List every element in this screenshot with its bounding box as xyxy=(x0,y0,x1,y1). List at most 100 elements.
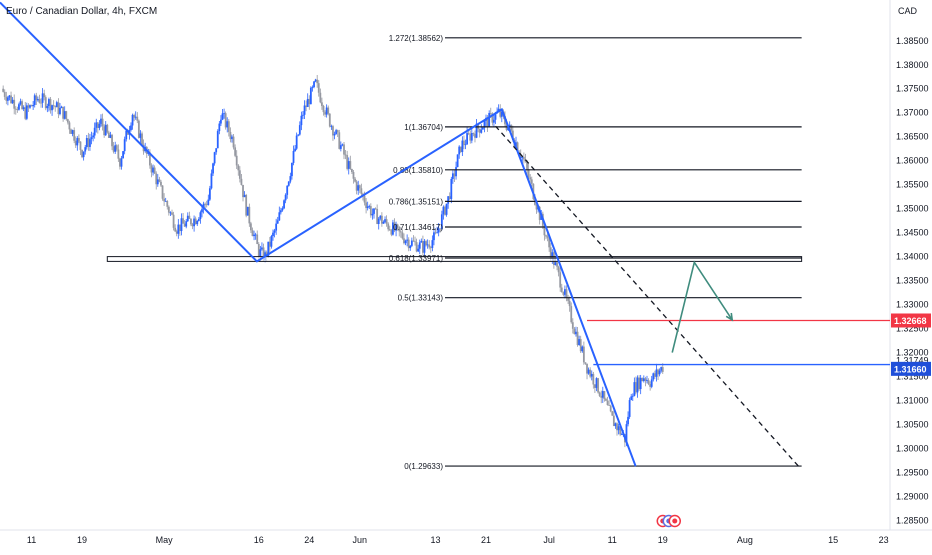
x-tick-label: 13 xyxy=(431,535,441,545)
candle-body xyxy=(448,196,451,199)
candle-body xyxy=(65,111,68,120)
candle-body xyxy=(253,234,255,237)
fib-level-label: 1(1.36704) xyxy=(404,123,443,132)
candle-body xyxy=(480,129,483,133)
candle-body xyxy=(314,79,317,82)
candle-body xyxy=(638,377,640,390)
candle-body xyxy=(352,172,355,179)
candle-body xyxy=(100,118,102,124)
candle-body xyxy=(393,222,396,231)
candle-body xyxy=(279,210,282,213)
candle-body xyxy=(54,106,57,108)
candle-body xyxy=(586,363,588,374)
candle-body xyxy=(406,239,409,241)
candle-body xyxy=(134,116,137,118)
candle-body xyxy=(511,130,514,141)
candle-body xyxy=(360,188,363,194)
candle-body xyxy=(343,144,345,155)
candle-body xyxy=(90,137,93,140)
candle-body xyxy=(73,130,76,141)
candle-body xyxy=(336,130,339,133)
y-tick-label: 1.38000 xyxy=(896,60,929,70)
candle-body xyxy=(641,377,644,382)
candle-body xyxy=(136,116,139,121)
candle-body xyxy=(41,93,44,103)
candle-body xyxy=(313,81,315,88)
candle-body xyxy=(347,161,350,169)
y-tick-label: 1.31000 xyxy=(896,395,929,405)
candle-body xyxy=(78,138,80,142)
candle-body xyxy=(627,416,629,425)
candle-body xyxy=(156,179,159,185)
candle-body xyxy=(137,120,140,138)
candle-body xyxy=(407,239,410,249)
candle-body xyxy=(560,287,563,293)
candle-body xyxy=(286,185,289,195)
candle-body xyxy=(477,123,480,129)
candle-body xyxy=(387,223,390,230)
candle-body xyxy=(183,223,186,227)
projection-path xyxy=(671,260,733,353)
candle-body xyxy=(46,106,49,109)
candle-body xyxy=(650,379,653,387)
candle-body xyxy=(453,173,456,177)
candle-body xyxy=(182,218,184,224)
candle-body xyxy=(444,206,446,215)
candle-body xyxy=(527,169,530,178)
currency-label: CAD xyxy=(898,6,918,16)
y-tick-label: 1.37000 xyxy=(896,108,929,118)
candle-body xyxy=(398,226,401,232)
candle-body xyxy=(62,106,65,119)
candle-body xyxy=(238,170,241,179)
candle-body xyxy=(390,230,393,235)
candle-body xyxy=(605,398,607,401)
candle-body xyxy=(92,135,95,138)
candle-body xyxy=(36,99,39,101)
candle-body xyxy=(306,98,309,108)
candle-body xyxy=(5,96,8,101)
candle-body xyxy=(190,218,192,225)
candle-body xyxy=(25,105,28,119)
candle-body xyxy=(220,119,222,124)
candle-body xyxy=(74,140,77,146)
candle-body xyxy=(642,378,645,382)
candle-body xyxy=(212,163,214,174)
candle-body xyxy=(570,306,573,323)
y-tick-label: 1.33500 xyxy=(896,276,929,286)
candle-body xyxy=(226,121,229,128)
candle-body xyxy=(213,152,216,164)
candle-body xyxy=(235,155,238,166)
candle-body xyxy=(335,130,338,134)
x-tick-label: Aug xyxy=(737,535,753,545)
candle-body xyxy=(319,92,322,103)
candle-body xyxy=(29,105,31,108)
candle-body xyxy=(169,212,172,214)
candle-body xyxy=(573,328,576,335)
x-tick-label: 19 xyxy=(658,535,668,545)
candle-body xyxy=(231,136,233,140)
candle-body xyxy=(30,105,33,107)
y-tick-label: 1.30500 xyxy=(896,419,929,429)
candle-body xyxy=(207,199,210,205)
x-tick-label: Jun xyxy=(353,535,368,545)
candle-body xyxy=(16,109,19,110)
candle-body xyxy=(584,362,587,364)
candle-body xyxy=(565,289,568,299)
candle-body xyxy=(508,124,511,128)
candle-body xyxy=(167,206,170,213)
candle-body xyxy=(117,149,120,159)
candle-body xyxy=(284,194,287,201)
x-tick-label: 11 xyxy=(608,535,617,545)
candle-body xyxy=(283,200,285,209)
candle-body xyxy=(655,369,658,377)
projection-arrowhead xyxy=(725,312,734,322)
candle-body xyxy=(199,212,202,220)
candle-body xyxy=(594,384,596,388)
candle-body xyxy=(489,112,492,114)
candle-body xyxy=(126,130,129,135)
candle-body xyxy=(57,102,60,115)
candle-body xyxy=(412,240,415,242)
candle-body xyxy=(76,138,79,146)
candle-body xyxy=(119,158,121,167)
